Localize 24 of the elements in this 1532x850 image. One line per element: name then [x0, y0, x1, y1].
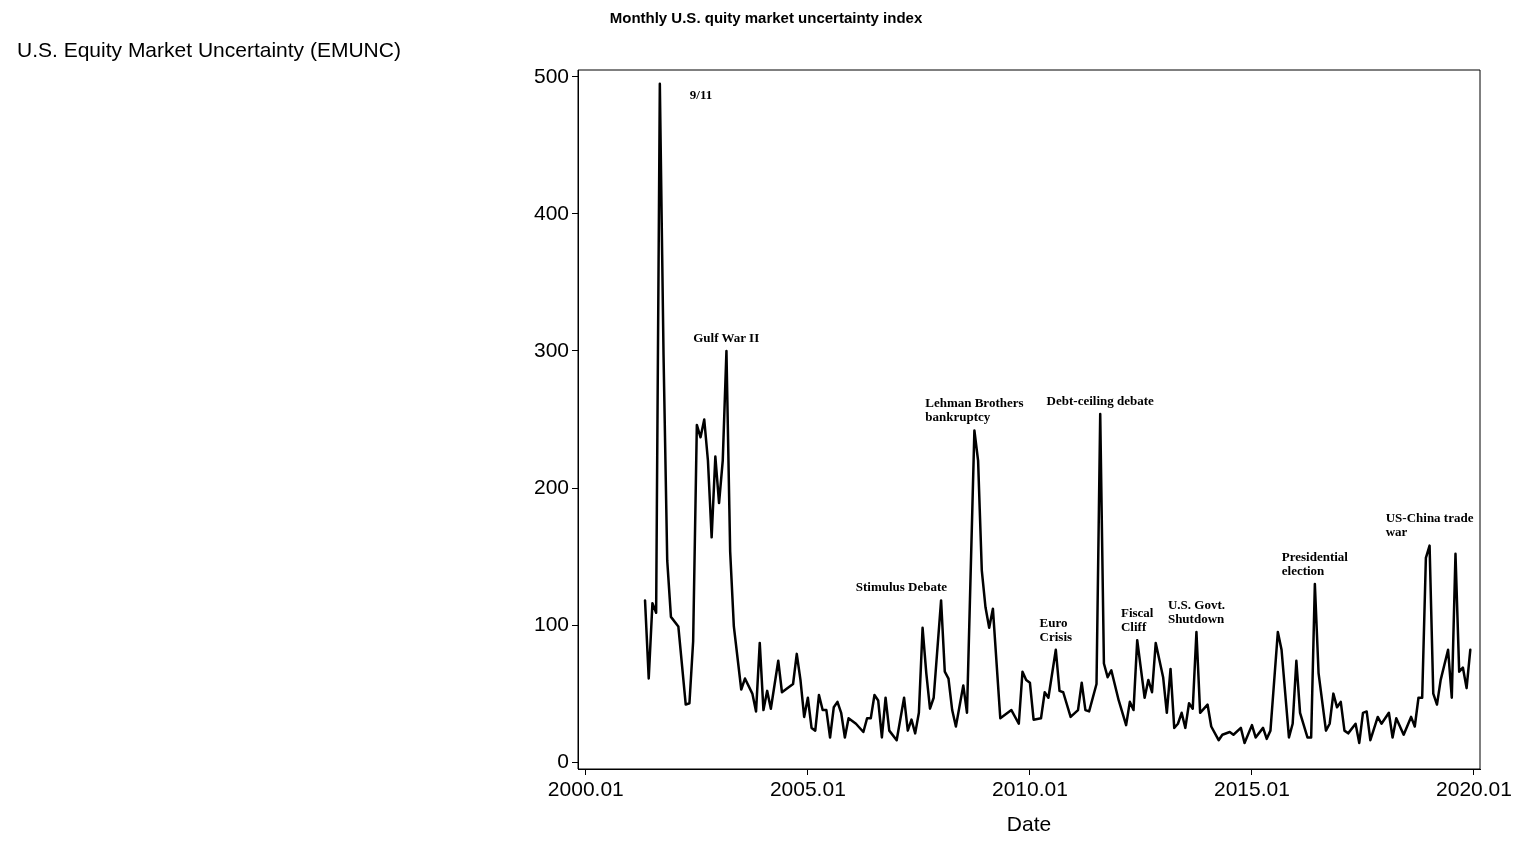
annotation: Lehman Brothers bankruptcy	[925, 395, 1024, 425]
annotation: Euro Crisis	[1039, 614, 1073, 644]
annotation: 9/11	[689, 86, 713, 102]
annotation: Stimulus Debate	[855, 579, 948, 595]
y-tick-label: 0	[557, 748, 569, 772]
y-tick-label: 500	[533, 63, 569, 87]
annotation: US-China trade war	[1385, 510, 1474, 540]
y-tick-label: 100	[533, 611, 569, 635]
annotation: Presidential election	[1281, 548, 1349, 578]
x-tick-label: 2000.01	[547, 777, 624, 801]
x-tick-label: 2010.01	[991, 777, 1068, 801]
x-tick-label: 2020.01	[1436, 777, 1512, 801]
chart-title: Monthly U.S. quity market uncertainty index	[608, 9, 924, 26]
annotation: Debt-ceiling debate	[1046, 392, 1155, 408]
y-tick-label: 400	[533, 200, 569, 224]
x-tick-label: 2005.01	[769, 777, 846, 801]
annotation: Gulf War II	[693, 329, 760, 345]
annotation: Fiscal Cliff	[1120, 605, 1154, 635]
y-tick-label: 300	[533, 337, 569, 361]
x-axis-title: Date	[1006, 812, 1052, 836]
y-tick-label: 200	[533, 474, 569, 498]
text: U.S. Equity Market Uncertainty (EMUNC)	[17, 38, 401, 62]
annotation: U.S. Govt. Shutdown	[1167, 596, 1226, 626]
x-tick-label: 2015.01	[1213, 777, 1290, 801]
